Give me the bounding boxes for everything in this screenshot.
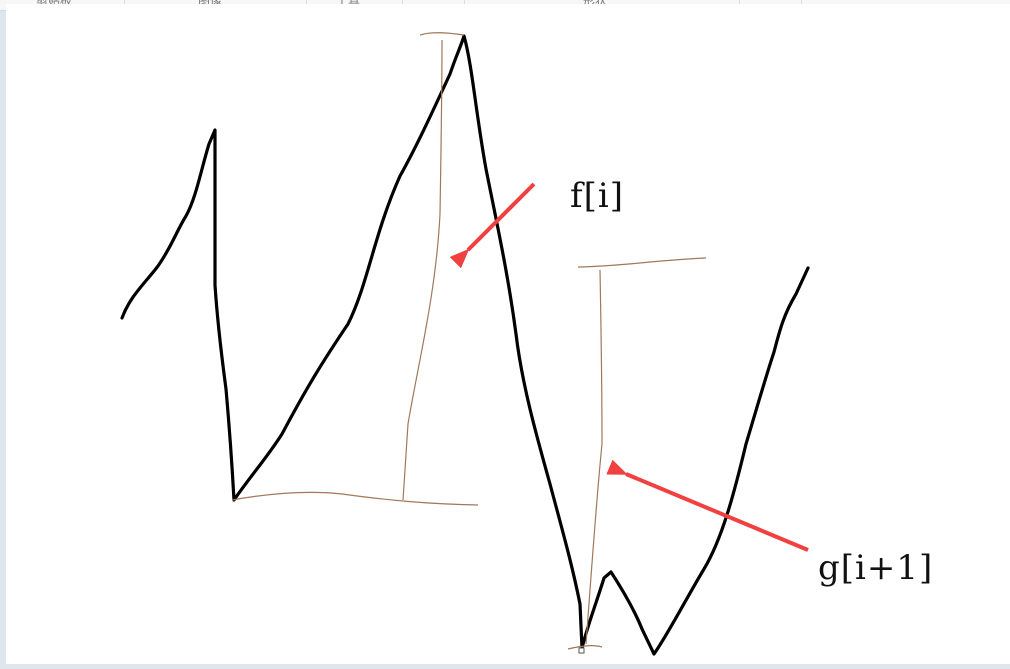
g-bottom-cap — [567, 644, 603, 650]
f-top-cap — [419, 32, 465, 36]
sketch — [120, 32, 810, 656]
g-arrow — [606, 459, 809, 552]
g-top-cap — [577, 257, 707, 268]
f-label: f[i] — [570, 176, 624, 216]
g-anchor-marker — [578, 647, 585, 654]
g-label: g[i+1] — [818, 548, 934, 588]
f-baseline — [231, 491, 479, 506]
f-measure-line — [402, 39, 443, 501]
paint-canvas[interactable]: f[i] g[i+1] — [6, 4, 1010, 664]
f-arrow — [449, 182, 536, 269]
g-measure-line — [585, 269, 603, 645]
main-curve — [120, 34, 810, 656]
